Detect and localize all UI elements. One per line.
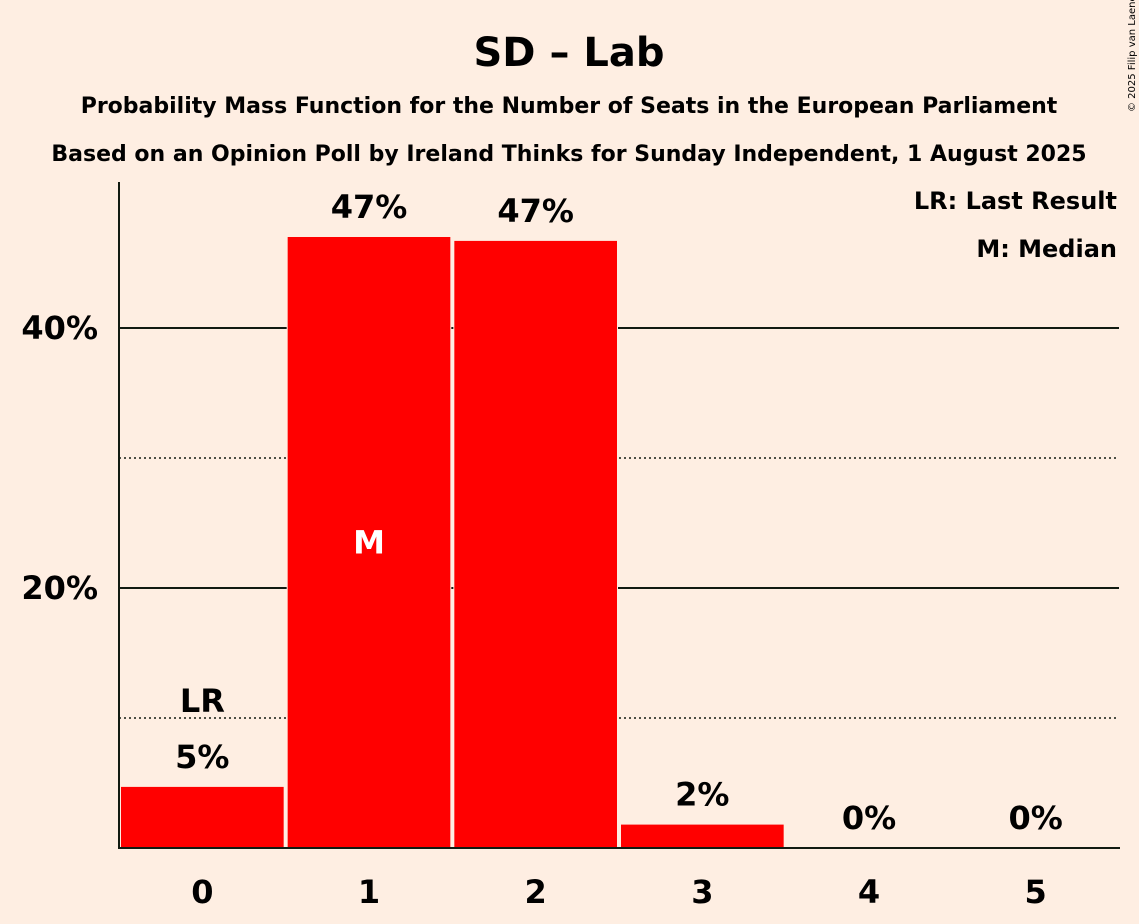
legend-last-result: LR: Last Result [914, 187, 1117, 215]
x-tick-label: 0 [191, 873, 213, 911]
bar-value-label: 0% [842, 799, 896, 837]
bar [621, 824, 784, 848]
bar-value-label: 0% [1009, 799, 1063, 837]
bars [120, 235, 785, 850]
y-tick-label: 40% [21, 309, 98, 347]
median-marker: M [353, 524, 385, 562]
x-tick-label: 2 [525, 873, 547, 911]
bar-value-label: 47% [331, 188, 408, 226]
y-tick-label: 20% [21, 569, 98, 607]
chart-title: SD – Lab [474, 30, 665, 76]
x-tick-label: 5 [1025, 873, 1047, 911]
bar [287, 237, 451, 848]
bar-value-label: 2% [675, 776, 729, 814]
chart-subtitle: Probability Mass Function for the Number… [81, 94, 1058, 119]
last-result-marker: LR [180, 682, 225, 720]
x-tick-label: 4 [858, 873, 880, 911]
x-tick-label: 1 [358, 873, 380, 911]
copyright-note: © 2025 Filip van Laenen [1127, 0, 1138, 112]
chart-subtitle-poll: Based on an Opinion Poll by Ireland Thin… [51, 142, 1086, 167]
legend-median: M: Median [976, 235, 1117, 263]
bar-value-label: 5% [175, 738, 229, 776]
axes [118, 182, 1120, 849]
bar [454, 240, 617, 848]
bar [121, 786, 284, 848]
x-tick-label: 3 [691, 873, 713, 911]
bar-value-label: 47% [497, 192, 574, 230]
gridlines [119, 327, 1119, 719]
